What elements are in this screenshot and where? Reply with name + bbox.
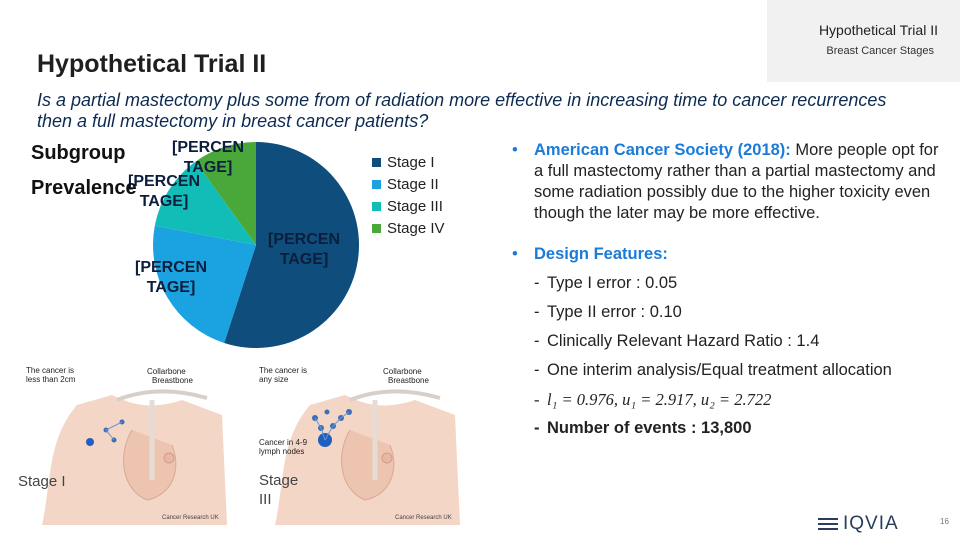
design-item-formula: - l₁ = 0.976, u₁ = 2.917, u₂ = 2.722 [512, 389, 952, 410]
pie-label-stage3-line1: [PERCEN [128, 173, 201, 190]
pie-label-stage1: [PERCEN TAGE] [268, 230, 340, 270]
caption-collarbone: Collarbone [147, 367, 186, 376]
header-tag-box: Hypothetical Trial II Breast Cancer Stag… [767, 0, 960, 82]
legend-swatch [372, 157, 381, 167]
bullet-design-head: Design Features: [534, 245, 668, 263]
legend-swatch [372, 179, 381, 189]
page-title: Hypothetical Trial II [37, 50, 267, 78]
image-credit: Cancer Research UK [395, 515, 452, 521]
pie-label-stage3: [PERCEN TAGE] [128, 172, 200, 212]
pie-chart: [PERCEN TAGE] [PERCEN TAGE] [PERCEN TAGE… [0, 138, 380, 365]
dash: - [534, 361, 540, 379]
pie-chart-svg [153, 142, 359, 348]
pie-label-stage4-line1: [PERCEN [172, 139, 245, 156]
bullet-acs-body: people opt for a full mastectomy rather … [534, 141, 939, 222]
page-number: 16 [940, 517, 949, 526]
bullet-dot: • [512, 245, 518, 263]
design-item-text: One interim analysis/Equal treatment all… [547, 361, 892, 379]
legend-label: Stage III [387, 197, 443, 215]
design-item: - Clinically Relevant Hazard Ratio : 1.4 [512, 331, 952, 352]
design-item: - Number of events : 13,800 [512, 418, 952, 439]
pie-label-stage1-line2: TAGE] [279, 251, 329, 268]
pie-slice-stage-i [224, 142, 359, 348]
legend-label: Stage II [387, 175, 439, 193]
iqvia-logo-text: IQVIA [843, 513, 899, 534]
design-item-text: Number of events : 13,800 [547, 419, 752, 437]
design-item: - Type II error : 0.10 [512, 302, 952, 323]
iqvia-logo: IQVIA [818, 513, 899, 535]
pie-label-stage4-line2: TAGE] [183, 159, 233, 176]
dash: - [534, 419, 540, 437]
design-item-text: Type II error : 0.10 [547, 303, 682, 321]
caption-breastbone: Breastbone [388, 376, 429, 385]
caption-cancer-size: The cancer is less than 2cm [26, 366, 76, 384]
chart-title-line2: Prevalence [31, 177, 137, 199]
pie-label-stage2: [PERCEN TAGE] [135, 258, 207, 298]
legend-item-stage3: Stage III [372, 195, 445, 217]
dash: - [534, 274, 540, 292]
dash: - [534, 390, 540, 409]
bullet-acs-head-tail: More [790, 141, 833, 159]
chart-title-line1: Subgroup [31, 142, 126, 164]
caption-breastbone: Breastbone [152, 376, 193, 385]
legend-item-stage4: Stage IV [372, 217, 445, 239]
torso-illustration [42, 389, 227, 525]
anatomy-image-stage3: The cancer is any size Collarbone Breast… [255, 360, 460, 525]
caption-cancer-size: The cancer is any size [259, 366, 308, 384]
tag-subtitle: Breast Cancer Stages [826, 45, 934, 57]
iqvia-logo-icon [818, 518, 838, 530]
design-item: - One interim analysis/Equal treatment al… [512, 360, 952, 381]
bullet-acs-head: American Cancer Society (2018): [534, 141, 791, 159]
pie-label-stage2-line2: TAGE] [146, 279, 196, 296]
design-item-text: l₁ = 0.976, u₁ = 2.917, u₂ = 2.722 [547, 390, 772, 409]
design-item: - Type I error : 0.05 [512, 273, 952, 294]
bullet-design: • Design Features: [512, 244, 952, 265]
pie-label-stage3-line2: TAGE] [139, 193, 189, 210]
pie-legend: Stage I Stage II Stage III Stage IV [372, 151, 445, 239]
bullet-dot: • [512, 141, 518, 159]
dash: - [534, 303, 540, 321]
design-item-text: Type I error : 0.05 [547, 274, 678, 292]
pie-slice-stage-ii [153, 225, 256, 343]
bullet-list: • American Cancer Society (2018): More p… [512, 140, 952, 439]
legend-item-stage1: Stage I [372, 151, 445, 173]
caption-collarbone: Collarbone [383, 367, 422, 376]
stage-label-left: Stage I [18, 473, 66, 490]
legend-label: Stage I [387, 153, 435, 171]
legend-swatch [372, 201, 381, 211]
tag-title: Hypothetical Trial II [818, 22, 938, 38]
pie-slice-stage-iii [154, 161, 256, 245]
pie-slice-stage-iv [195, 142, 256, 245]
torso-illustration [275, 389, 460, 525]
legend-label: Stage IV [387, 219, 445, 237]
image-credit: Cancer Research UK [162, 515, 219, 521]
dash: - [534, 332, 540, 350]
bullet-acs: • American Cancer Society (2018): More p… [512, 140, 952, 224]
pie-label-stage1-line1: [PERCEN [268, 231, 341, 248]
legend-swatch [372, 223, 381, 233]
research-question: Is a partial mastectomy plus some from o… [37, 90, 887, 131]
anatomy-image-stage1: The cancer is less than 2cm Collarbone B… [22, 360, 227, 525]
stage-label-right: Stage III [259, 472, 299, 508]
caption-lymph-nodes: Cancer in 4-9 lymph nodes [259, 438, 308, 456]
pie-label-stage2-line1: [PERCEN [135, 259, 208, 276]
legend-item-stage2: Stage II [372, 173, 445, 195]
design-item-text: Clinically Relevant Hazard Ratio : 1.4 [547, 332, 820, 350]
pie-label-stage4: [PERCEN TAGE] [172, 138, 244, 178]
